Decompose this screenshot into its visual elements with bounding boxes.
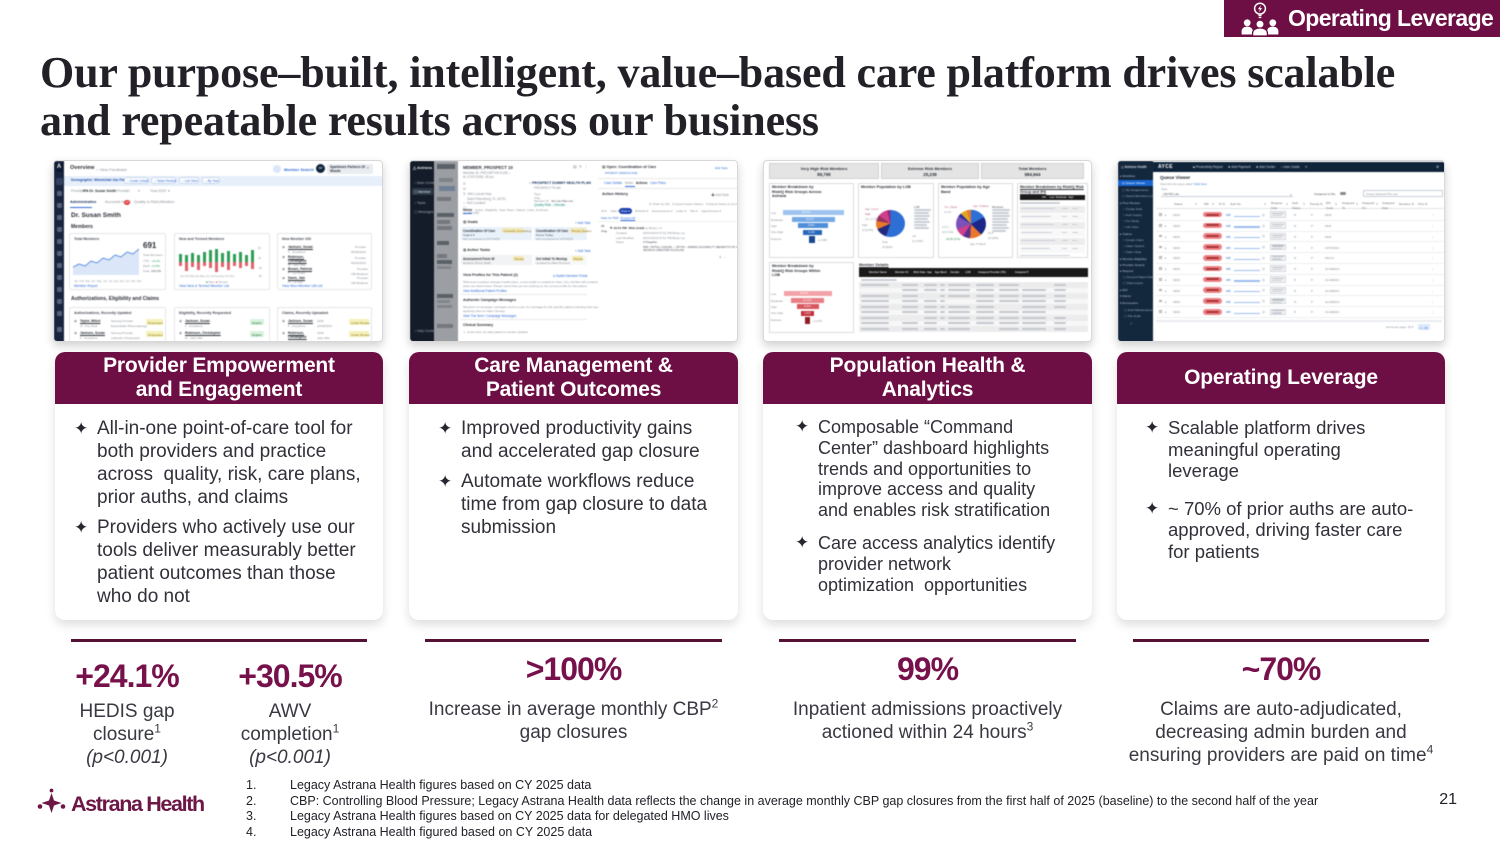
svg-text:Astrana Health: Astrana Health	[71, 792, 204, 816]
svg-text:Jan Feb Mar Apr May Jun: Jan Feb Mar Apr May Jun Jul Aug Sep Oct …	[180, 274, 235, 278]
